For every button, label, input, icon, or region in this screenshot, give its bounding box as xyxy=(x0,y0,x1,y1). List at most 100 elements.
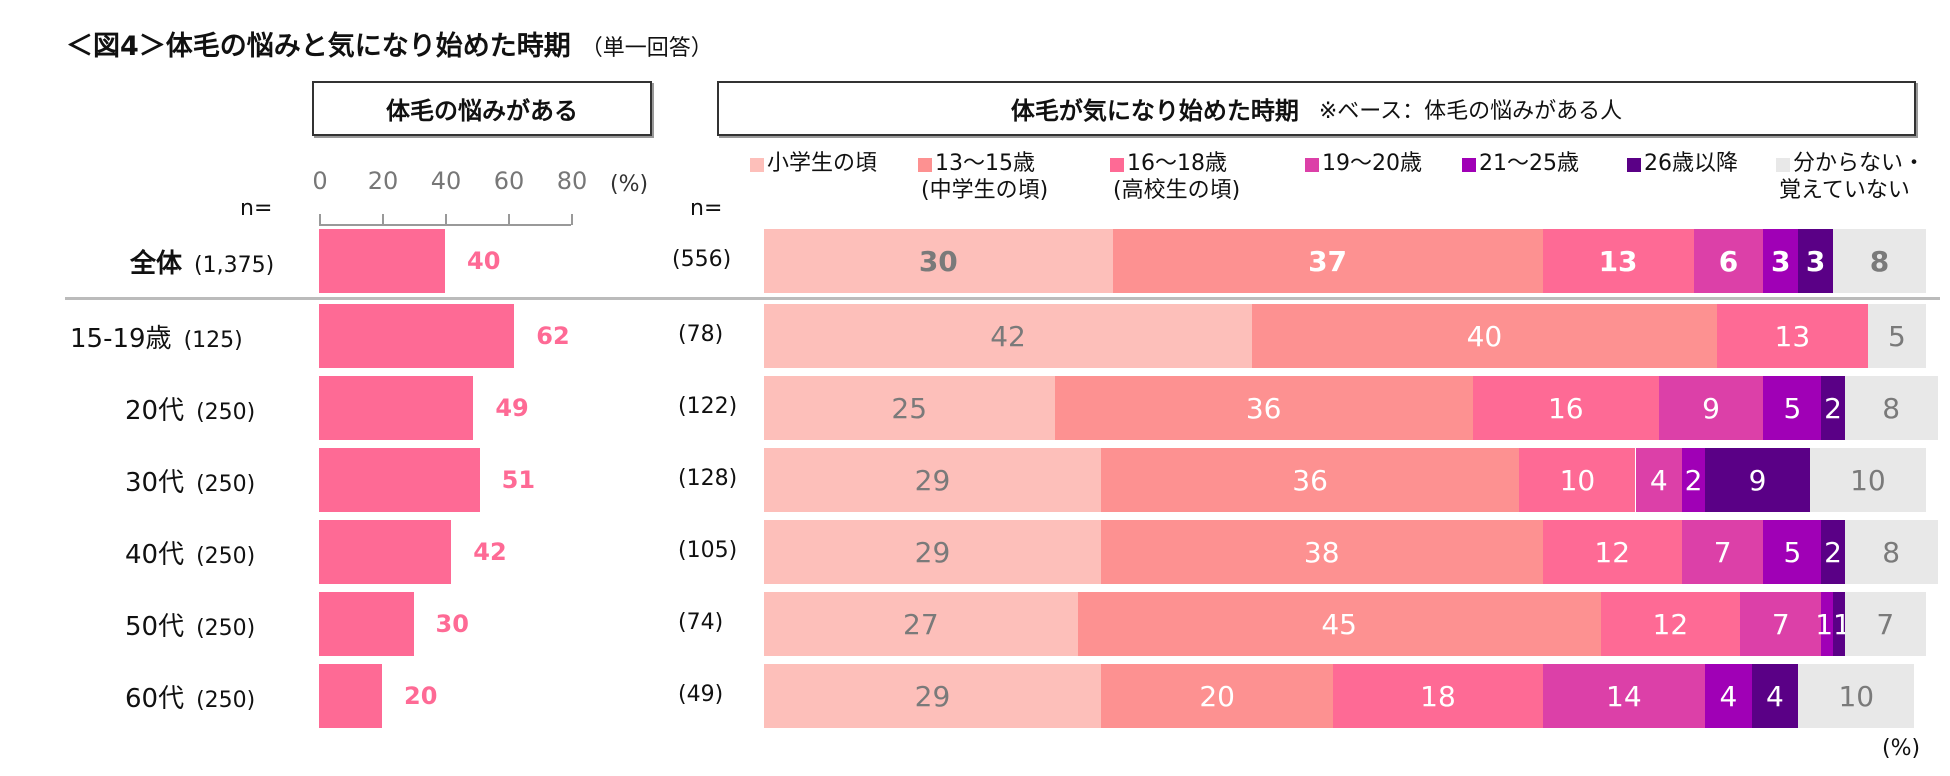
stacked-bar-row: 29 20 18 14 4 4 10 xyxy=(764,664,1926,728)
row-n-left: (250) xyxy=(196,400,256,425)
segment-value: 29 xyxy=(914,463,951,497)
x-tick-label: 0 xyxy=(312,167,328,195)
x-tick-label: 40 xyxy=(430,167,462,195)
segment-value: 5 xyxy=(1888,319,1906,353)
legend-label-line2: (高校生の頃) xyxy=(1113,178,1241,203)
legend-swatch xyxy=(1110,158,1124,172)
legend-item: 小学生の頃 xyxy=(750,150,877,177)
segment-value: 10 xyxy=(1559,463,1596,497)
x-tick-mark xyxy=(571,214,573,225)
legend-label-line1: 13～15歳 xyxy=(935,151,1035,176)
right-header-note: ※ベース：体毛の悩みがある人 xyxy=(1318,98,1623,124)
stacked-segment: 6 xyxy=(1693,229,1764,293)
x-tick-label: 20 xyxy=(367,167,399,195)
segment-value: 18 xyxy=(1420,679,1456,713)
left-bar-value: 49 xyxy=(495,394,529,422)
stacked-segment: 1 xyxy=(1815,592,1834,656)
stacked-segment: 12 xyxy=(1542,520,1682,584)
title-note: （単一回答） xyxy=(580,36,713,61)
stacked-segment: 4 xyxy=(1635,448,1682,512)
row-category: 20代 xyxy=(125,396,185,426)
segment-value: 7 xyxy=(1713,535,1732,569)
chart-title: ＜図4＞体毛の悩みと気になり始めた時期 （単一回答） xyxy=(66,24,713,63)
segment-value: 9 xyxy=(1748,463,1767,497)
segment-value: 14 xyxy=(1606,679,1642,713)
stacked-segment: 7 xyxy=(1681,520,1764,584)
segment-value: 8 xyxy=(1869,244,1890,278)
stacked-segment: 9 xyxy=(1705,448,1810,512)
legend-item: 21～25歳 xyxy=(1462,150,1579,177)
stacked-segment: 4 xyxy=(1705,664,1752,728)
segment-value: 5 xyxy=(1783,391,1802,425)
stacked-segment: 8 xyxy=(1844,376,1938,440)
segment-value: 4 xyxy=(1766,679,1784,713)
x-tick-mark xyxy=(445,214,447,225)
segment-value: 38 xyxy=(1303,535,1340,569)
row-n-right: (556) xyxy=(672,247,732,272)
segment-value: 29 xyxy=(914,679,951,713)
left-bar xyxy=(319,664,382,728)
left-axis-unit: (%) xyxy=(610,172,649,197)
row-category: 30代 xyxy=(125,468,185,498)
right-unit-label: (%) xyxy=(1882,736,1921,761)
segment-value: 7 xyxy=(1771,607,1790,641)
stacked-segment: 13 xyxy=(1716,304,1868,368)
row-n-left: (1,375) xyxy=(194,253,275,278)
right-header: 体毛が気になり始めた時期 ※ベース：体毛の悩みがある人 xyxy=(717,81,1916,136)
left-bar-value: 20 xyxy=(404,682,438,710)
row-label: 40代 (250) xyxy=(125,534,255,571)
row-label: 15-19歳 (125) xyxy=(70,318,243,355)
stacked-bar-row: 27 45 12 7 1 1 7 xyxy=(764,592,1926,656)
segment-value: 27 xyxy=(903,607,939,641)
stacked-segment: 10 xyxy=(1519,448,1636,512)
segment-value: 7 xyxy=(1876,607,1895,641)
stacked-segment: 5 xyxy=(1763,376,1822,440)
legend-item: 分からない・ 覚えていない xyxy=(1776,150,1925,204)
left-n-label: n= xyxy=(240,196,273,221)
right-header-text: 体毛が気になり始めた時期 xyxy=(1010,97,1299,125)
segment-value: 2 xyxy=(1684,463,1703,497)
stacked-segment: 7 xyxy=(1740,592,1822,656)
left-bar xyxy=(319,520,452,584)
segment-value: 16 xyxy=(1547,391,1584,425)
stacked-segment: 18 xyxy=(1333,664,1543,728)
x-tick-mark xyxy=(319,214,321,225)
segment-value: 30 xyxy=(918,244,958,278)
segment-value: 12 xyxy=(1594,535,1631,569)
segment-value: 6 xyxy=(1718,244,1739,278)
left-bar xyxy=(319,376,474,440)
separator-line xyxy=(65,297,1940,300)
stacked-segment: 29 xyxy=(764,520,1101,584)
legend-swatch xyxy=(1462,158,1476,172)
legend-item: 13～15歳 (中学生の頃) xyxy=(918,150,1048,204)
stacked-bar-row: 30 37 13 6 3 3 8 xyxy=(764,229,1926,293)
row-label: 50代 (250) xyxy=(125,606,255,643)
row-n-right: (78) xyxy=(678,322,724,347)
x-tick-mark xyxy=(508,214,510,225)
left-bar-value: 40 xyxy=(467,247,501,275)
segment-value: 37 xyxy=(1308,244,1348,278)
x-tick-mark xyxy=(382,214,384,225)
row-n-left: (250) xyxy=(196,616,256,641)
stacked-segment: 2 xyxy=(1681,448,1706,512)
segment-value: 9 xyxy=(1702,391,1720,425)
legend-swatch xyxy=(750,158,764,172)
segment-value: 3 xyxy=(1805,244,1826,278)
left-bar-value: 30 xyxy=(435,610,469,638)
stacked-segment: 40 xyxy=(1252,304,1717,368)
stacked-segment: 36 xyxy=(1100,448,1520,512)
stacked-segment: 30 xyxy=(764,229,1113,293)
stacked-segment: 27 xyxy=(764,592,1078,656)
legend-label: 19～20歳 xyxy=(1322,151,1422,176)
row-label: 60代 (250) xyxy=(125,678,255,715)
left-bar-value: 51 xyxy=(501,466,536,494)
row-label: 20代 (250) xyxy=(125,390,255,427)
segment-value: 25 xyxy=(891,391,928,425)
legend-swatch xyxy=(1305,158,1319,172)
left-bar-value: 42 xyxy=(473,538,507,566)
segment-value: 13 xyxy=(1598,244,1638,278)
segment-value: 20 xyxy=(1199,679,1235,713)
stacked-segment: 5 xyxy=(1763,520,1822,584)
left-bar xyxy=(319,229,445,293)
legend-label-line1: 分からない・ xyxy=(1793,151,1926,176)
